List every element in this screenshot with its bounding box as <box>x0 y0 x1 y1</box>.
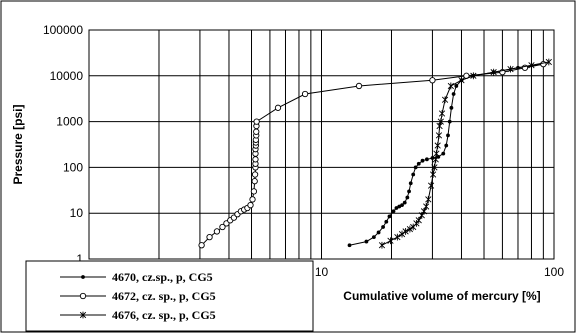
data-point <box>420 158 425 163</box>
data-point <box>413 165 418 170</box>
series-3 <box>378 58 552 249</box>
data-point <box>249 196 256 203</box>
data-point <box>490 68 497 76</box>
tick-labels: 1 10 100 1000 10000 100000 10 100 <box>43 23 564 279</box>
data-point <box>407 189 411 194</box>
data-point <box>406 225 414 233</box>
data-point <box>431 164 438 171</box>
legend-marker <box>79 292 87 300</box>
data-point <box>411 172 416 177</box>
x-tick-label: 10 <box>315 265 329 279</box>
series-layer <box>198 58 552 249</box>
data-point <box>449 105 454 110</box>
data-point <box>376 230 381 235</box>
data-point <box>470 72 477 80</box>
data-point <box>301 90 309 98</box>
legend-label: 4672, cz. sp., p, CG5 <box>112 289 216 303</box>
data-point <box>394 206 399 210</box>
data-point <box>347 243 352 248</box>
data-point <box>424 157 429 162</box>
legend-item-2: 4672, cz. sp., p, CG5 <box>60 289 216 303</box>
data-point <box>381 225 385 229</box>
legend-marker <box>81 275 85 279</box>
data-point <box>545 58 552 66</box>
data-point <box>454 84 459 88</box>
data-point <box>447 82 454 90</box>
data-point <box>402 200 407 205</box>
data-point <box>250 188 258 195</box>
data-point <box>441 96 449 104</box>
data-point <box>507 65 514 73</box>
legend-marker <box>79 311 87 319</box>
data-point <box>405 195 410 200</box>
legend-item-1: 4670, cz.sp., p, CG5 <box>60 270 213 284</box>
y-tick-label: 1 <box>76 252 83 266</box>
series-2 <box>198 60 547 249</box>
data-point <box>400 203 404 208</box>
x-tick-label: 100 <box>544 265 564 279</box>
data-point <box>438 110 446 117</box>
data-point <box>387 214 392 219</box>
legend-items: 4670, cz.sp., p, CG5 4672, cz. sp., p, CG… <box>60 270 216 322</box>
data-point <box>378 241 386 249</box>
y-tick-label: 100 <box>63 160 83 174</box>
data-point <box>408 181 413 186</box>
data-point <box>416 161 421 166</box>
data-point <box>435 131 443 139</box>
data-point <box>391 209 396 214</box>
data-point <box>402 228 409 235</box>
data-point <box>387 237 394 245</box>
data-point <box>219 223 226 231</box>
data-point <box>247 201 254 209</box>
y-tick-label: 10 <box>70 206 84 220</box>
y-axis-title: Pressure [psi] <box>11 104 25 184</box>
data-point <box>274 104 282 111</box>
data-point <box>437 118 444 125</box>
data-point <box>458 76 465 84</box>
data-point <box>433 150 440 158</box>
data-point <box>251 171 259 178</box>
legend-label: 4670, cz.sp., p, CG5 <box>112 270 213 284</box>
legend: 4670, cz.sp., p, CG5 4672, cz. sp., p, CG… <box>25 260 314 332</box>
data-point <box>447 119 452 124</box>
data-point <box>384 219 389 224</box>
legend-item-3: 4676, cz. sp., p, CG5 <box>60 308 216 322</box>
data-point <box>364 239 369 244</box>
y-tick-label: 1000 <box>56 115 83 129</box>
data-point <box>427 182 435 190</box>
data-point <box>436 122 443 130</box>
y-tick-label: 10000 <box>50 69 84 83</box>
grid <box>89 30 554 259</box>
data-point <box>213 228 221 235</box>
data-point <box>413 219 420 227</box>
data-point <box>441 151 446 156</box>
data-point <box>253 118 260 125</box>
data-point <box>444 143 449 148</box>
data-point <box>198 242 205 249</box>
data-point <box>371 235 376 240</box>
data-point <box>434 142 441 149</box>
data-point <box>355 82 363 90</box>
legend-label: 4676, cz. sp., p, CG5 <box>112 308 216 322</box>
data-point <box>251 178 258 185</box>
data-point <box>253 128 260 135</box>
data-point <box>394 233 401 241</box>
data-point <box>398 230 406 238</box>
series-line <box>349 63 544 246</box>
data-point <box>432 155 439 163</box>
data-point <box>528 61 535 69</box>
data-point <box>446 133 450 138</box>
x-axis-title: Cumulative volume of mercury [%] <box>343 289 540 303</box>
data-point <box>415 216 422 224</box>
y-tick-label: 100000 <box>43 23 83 37</box>
data-point <box>425 196 432 203</box>
data-point <box>423 203 430 210</box>
data-point <box>429 77 436 84</box>
data-point <box>429 171 437 178</box>
data-point <box>252 156 259 163</box>
data-point <box>451 92 456 96</box>
data-point <box>206 233 213 241</box>
